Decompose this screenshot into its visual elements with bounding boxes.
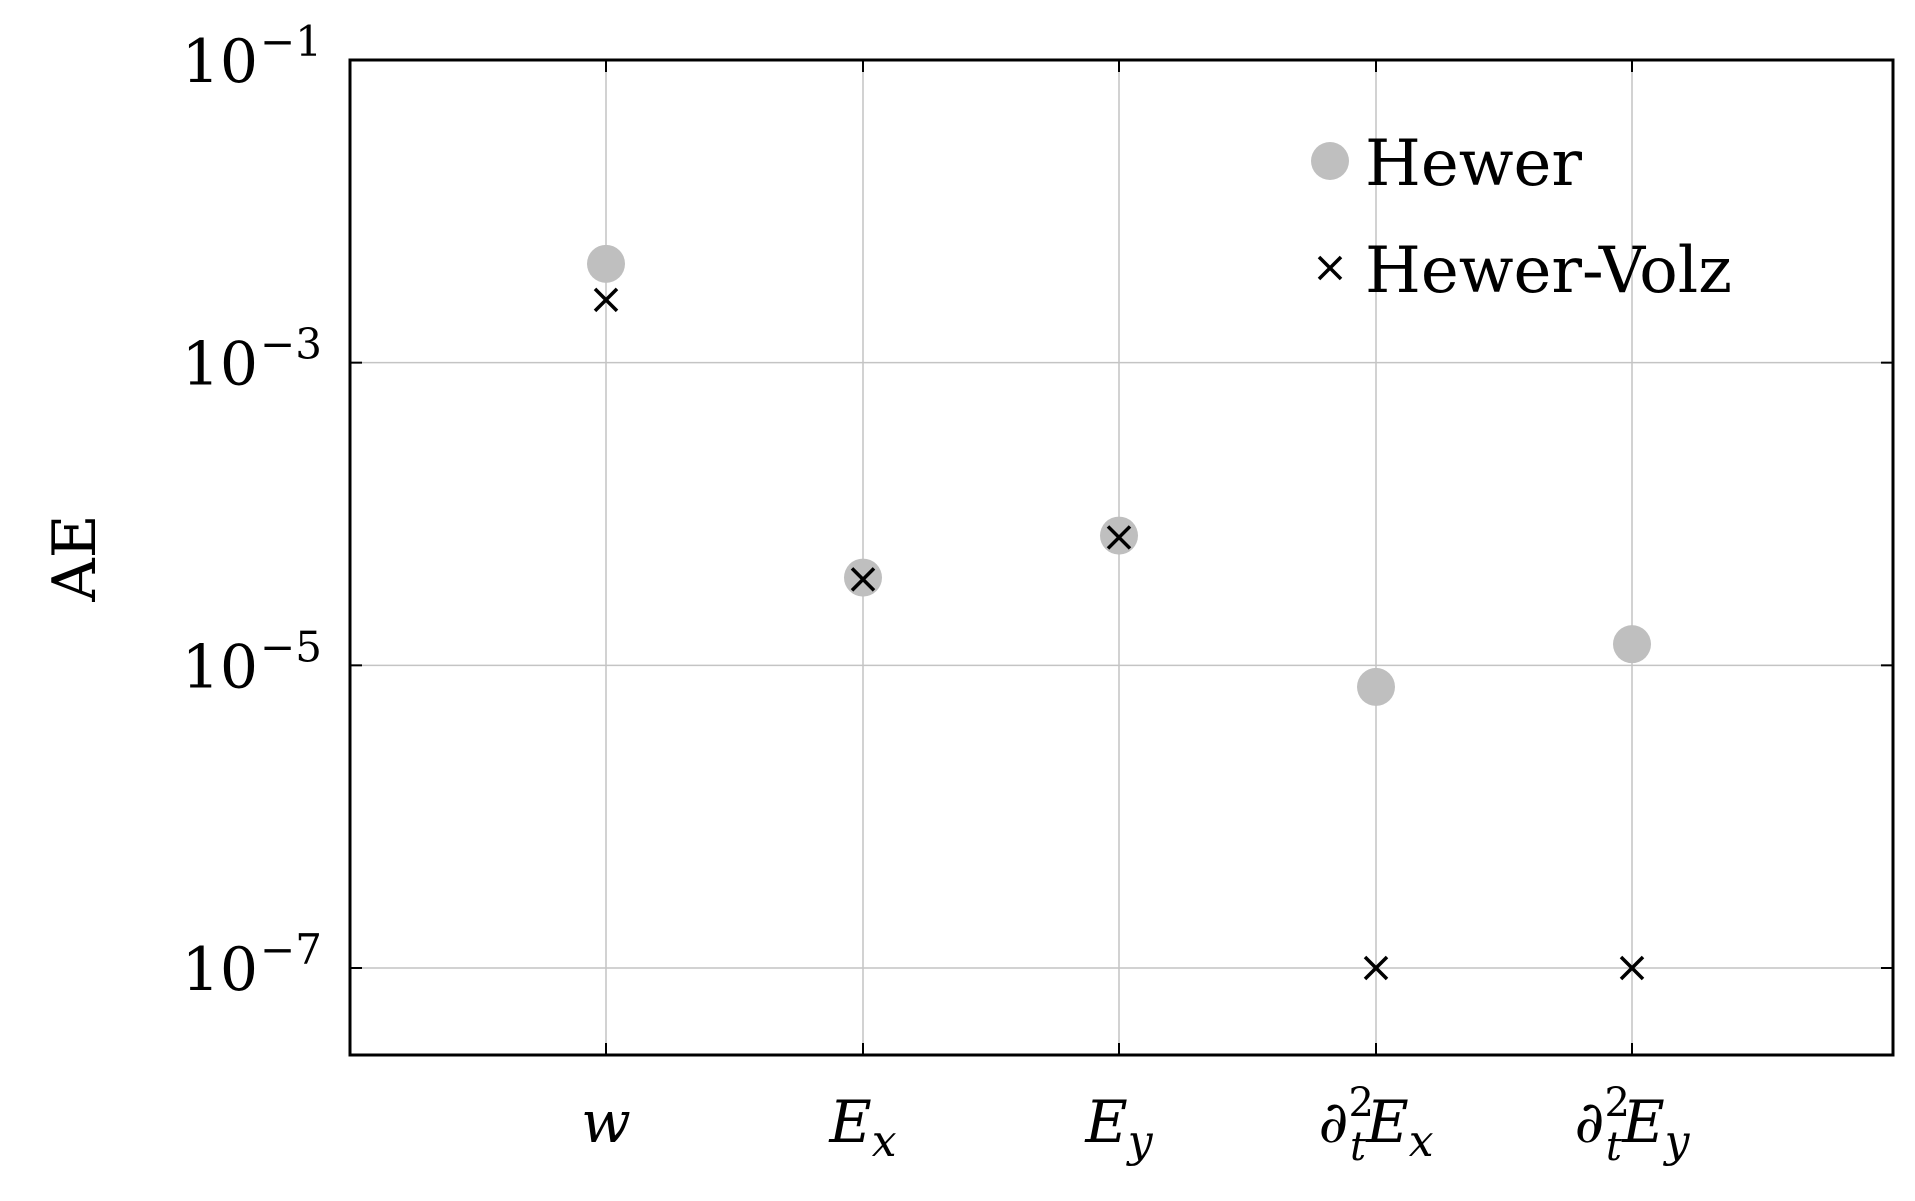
svg-text:w: w xyxy=(581,1088,631,1156)
y-tick-label-exponent: −7 xyxy=(260,925,322,974)
plot-frame xyxy=(350,60,1893,1055)
svg-text:∂2t Ey: ∂2 t Ey xyxy=(1574,1080,1690,1170)
svg-text:∂2t Ex: ∂2 t Ex xyxy=(1318,1080,1433,1170)
legend-label-hewer: Hewer xyxy=(1365,127,1582,201)
legend-marker-hewer xyxy=(1311,142,1349,180)
y-tick-label: 10 xyxy=(182,632,258,702)
y-axis-label: AE xyxy=(40,514,110,602)
grid-lines xyxy=(350,60,1893,1055)
x-tick-label: Ex xyxy=(828,1088,896,1167)
y-tick-labels: 10−110−310−510−7 xyxy=(182,17,322,1005)
legend-marker-hewer-volz xyxy=(1319,257,1341,279)
svg-text:Ey: Ey xyxy=(1084,1088,1153,1167)
legend: Hewer Hewer-Volz xyxy=(1311,127,1732,308)
x-tick-label: w xyxy=(581,1088,631,1156)
y-tick-label-exponent: −5 xyxy=(260,622,322,671)
y-tick-label: 10 xyxy=(182,330,258,400)
tick-marks xyxy=(350,60,1893,1055)
legend-label-hewer-volz: Hewer-Volz xyxy=(1365,234,1732,308)
x-tick-label: ∂2 t Ex xyxy=(1318,1080,1433,1170)
x-tick-label: Ey xyxy=(1084,1088,1153,1167)
x-tick-labels: w Ex Ey ∂2 t Ex ∂2 t Ey xyxy=(581,1080,1691,1170)
y-tick-label-exponent: −3 xyxy=(260,320,322,369)
y-tick-label: 10 xyxy=(182,27,258,97)
y-tick-label: 10 xyxy=(182,935,258,1005)
x-tick-label: ∂2 t Ey xyxy=(1574,1080,1690,1170)
data-point-hewer xyxy=(1613,625,1651,663)
svg-text:Ex: Ex xyxy=(828,1088,896,1167)
y-tick-label-exponent: −1 xyxy=(260,17,322,66)
data-point-hewer xyxy=(587,245,625,283)
data-point-hewer xyxy=(1357,668,1395,706)
